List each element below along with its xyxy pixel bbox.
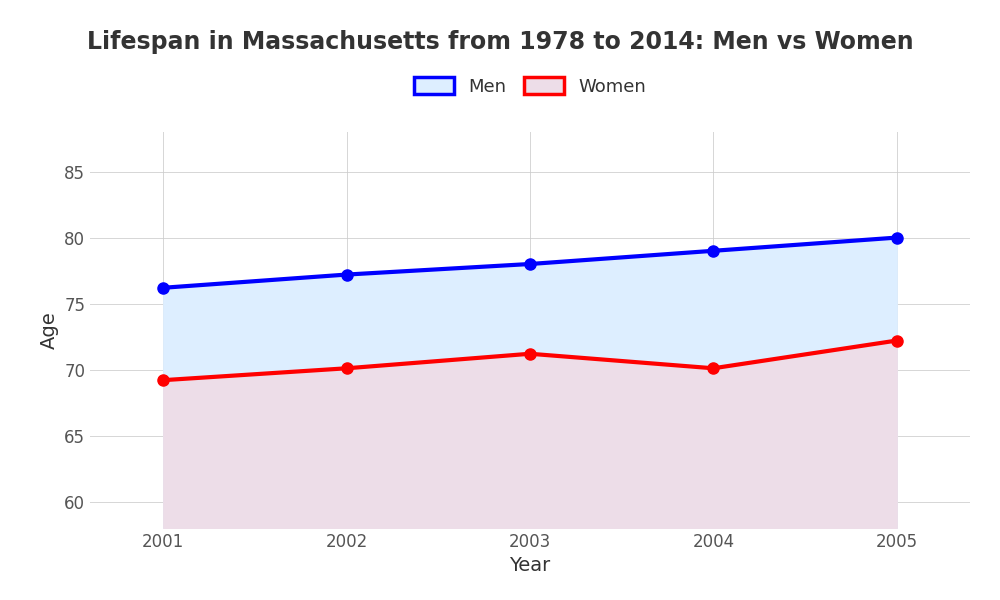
Legend: Men, Women: Men, Women	[407, 70, 653, 103]
Y-axis label: Age: Age	[40, 311, 59, 349]
X-axis label: Year: Year	[509, 556, 551, 575]
Text: Lifespan in Massachusetts from 1978 to 2014: Men vs Women: Lifespan in Massachusetts from 1978 to 2…	[87, 30, 913, 54]
